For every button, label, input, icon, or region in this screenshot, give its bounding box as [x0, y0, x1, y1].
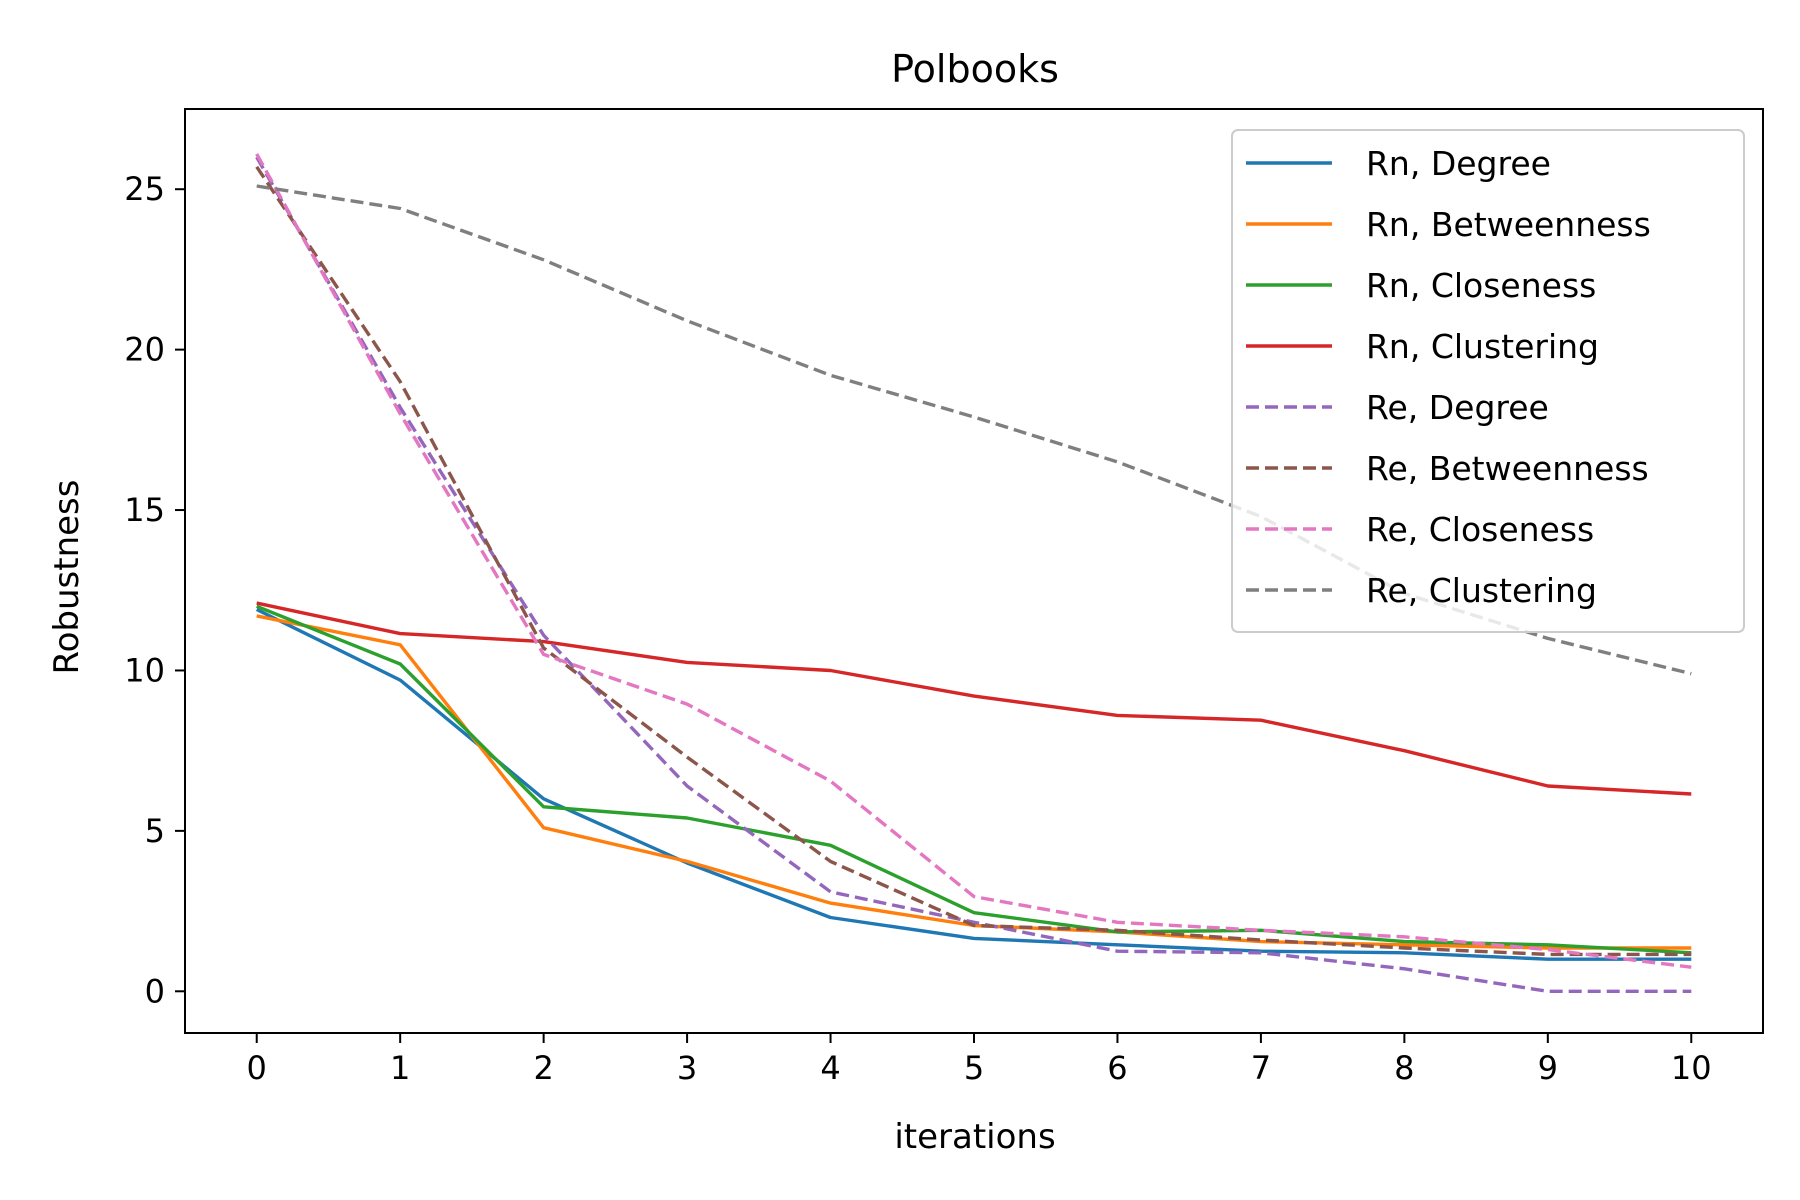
legend-label: Rn, Clustering [1366, 327, 1599, 366]
x-tick-label: 7 [1251, 1049, 1271, 1087]
legend-label: Re, Degree [1366, 388, 1549, 427]
y-tick-label: 10 [124, 651, 165, 689]
legend-label: Rn, Degree [1366, 144, 1551, 183]
x-tick-label: 10 [1671, 1049, 1712, 1087]
x-tick-label: 3 [677, 1049, 697, 1087]
legend-label: Rn, Betweenness [1366, 205, 1651, 244]
x-axis: 0 1 2 3 4 5 6 7 8 9 10 [247, 1033, 1712, 1087]
y-tick-label: 20 [124, 331, 165, 369]
x-tick-label: 9 [1538, 1049, 1558, 1087]
series-line-rn-degree [255, 607, 1692, 961]
series-line-re-betweenness [255, 165, 1692, 957]
y-axis: 0 5 10 15 20 25 [124, 170, 185, 1010]
y-axis-label: Robustness [47, 480, 87, 675]
series-line-rn-clustering [256, 601, 1692, 796]
x-tick-label: 4 [820, 1049, 840, 1087]
x-tick-label: 6 [1107, 1049, 1127, 1087]
chart-title: Polbooks [891, 47, 1059, 91]
y-tick-label: 15 [124, 491, 165, 529]
x-axis-label: iterations [894, 1117, 1055, 1157]
legend-label: Rn, Closeness [1366, 266, 1596, 305]
series-line-re-closeness [255, 153, 1692, 969]
y-tick-label: 0 [145, 972, 165, 1010]
legend-label: Re, Betweenness [1366, 449, 1649, 488]
legend-label: Re, Closeness [1366, 510, 1594, 549]
x-tick-label: 5 [964, 1049, 984, 1087]
legend-box [1231, 129, 1745, 633]
x-tick-label: 0 [247, 1049, 267, 1087]
y-tick-label: 25 [124, 170, 165, 208]
x-tick-label: 1 [390, 1049, 410, 1087]
legend-label: Re, Clustering [1366, 571, 1597, 610]
x-tick-label: 2 [533, 1049, 553, 1087]
series-line-rn-closeness [256, 604, 1692, 955]
y-tick-label: 5 [145, 812, 165, 850]
x-tick-label: 8 [1394, 1049, 1414, 1087]
legend: Rn, Degree Rn, Betweenness Rn, Closeness Rn… [1231, 129, 1745, 633]
